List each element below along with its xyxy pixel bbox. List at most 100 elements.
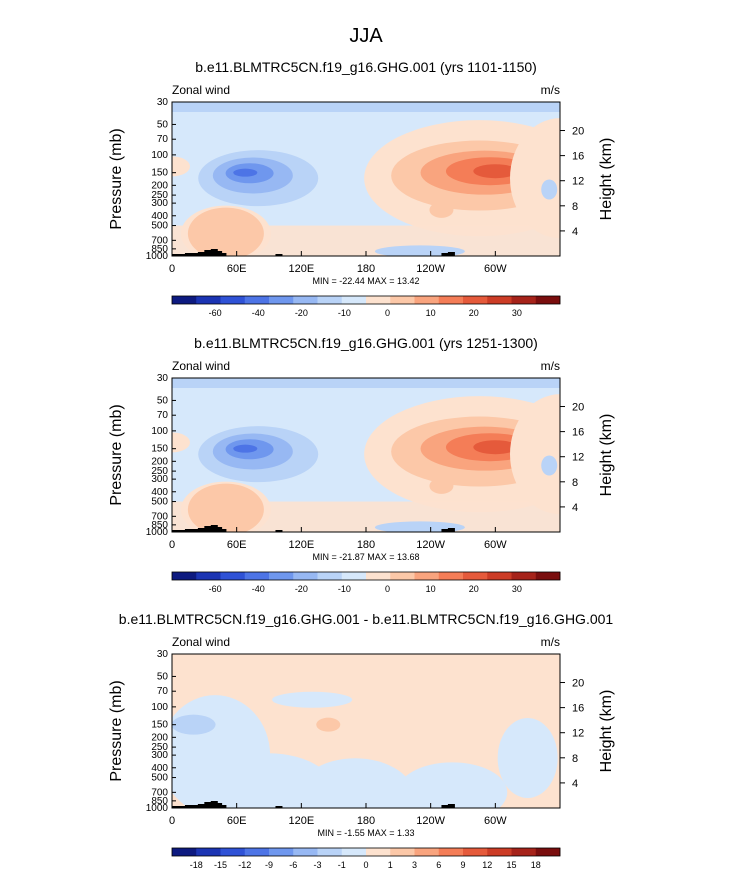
y-right-tick-label: 4 [572,502,578,514]
colorbar-cell [414,572,440,580]
colorbar-cell [487,572,512,580]
colorbar-label: -9 [265,860,273,870]
x-tick-label: 60E [227,539,247,551]
y-tick-label: 1000 [146,803,169,814]
topography-bar [172,530,224,532]
colorbar-label: 6 [436,860,441,870]
colorbar-cell [535,296,561,304]
colorbar-label: 9 [460,860,465,870]
colorbar-label: -40 [252,308,265,318]
topography-bar [441,529,449,532]
topography [172,249,455,256]
y-tick-label: 500 [151,221,168,232]
units-label: m/s [541,359,560,373]
y-tick-label: 70 [157,686,169,697]
colorbar-cell [511,296,537,304]
x-tick-label: 180 [357,263,375,275]
topography-bar [204,526,212,532]
y-tick-label: 400 [151,763,168,774]
y-tick-label: 50 [157,119,169,130]
contour-fill [510,394,560,515]
y-tick-label: 500 [151,773,168,784]
colorbar-cell [463,848,488,856]
contour-field [172,654,560,808]
y-right-tick-label: 16 [572,427,584,439]
y-tick-label: 70 [157,134,169,145]
x-tick-label: 120W [416,815,445,827]
colorbar-cell [438,848,464,856]
y-right-tick-label: 12 [572,728,584,740]
colorbar-label: 20 [469,584,479,594]
colorbar-label: 0 [385,308,390,318]
contour-fill [172,102,560,112]
topography-bar [172,254,224,256]
y-tick-label: 30 [157,373,169,384]
y-tick-label: 250 [151,742,168,753]
figure-title: JJA [349,25,383,47]
colorbar-label: -60 [209,584,222,594]
colorbar-cell [390,572,415,580]
contour-fill [473,164,518,179]
x-tick-label: 60E [227,815,247,827]
contour-field [172,102,560,256]
contour-fill [172,156,190,177]
y-tick-label: 300 [151,750,168,761]
y-right-tick-label: 20 [572,402,584,414]
contour-fill [510,118,560,239]
y-axis-label: Pressure (mb) [108,680,125,781]
y-right-tick-label: 4 [572,226,578,238]
colorbar-cell [341,572,367,580]
y-tick-label: 850 [151,244,168,255]
topography-bar [215,251,223,256]
contour-fill [172,432,190,453]
y-tick-label: 1000 [146,527,169,538]
colorbar-label: 3 [412,860,417,870]
colorbar-label: 12 [482,860,492,870]
y-right-tick-label: 16 [572,703,584,715]
topography [172,801,455,808]
contour-fill [497,717,558,798]
topography-bar [215,803,223,808]
colorbar-cell [366,296,391,304]
contour-fill [172,378,560,388]
y-tick-label: 400 [151,211,168,222]
y-tick-label: 150 [151,444,168,455]
topography-bar [210,525,218,532]
colorbar-label: -10 [338,308,351,318]
colorbar-cell [341,848,367,856]
topography-bar [447,804,455,808]
y-right-tick-label: 12 [572,176,584,188]
colorbar-cell [172,572,197,580]
x-tick-label: 0 [169,815,175,827]
colorbar-cell [220,848,246,856]
colorbar-label: -6 [289,860,297,870]
y-right-tick-label: 20 [572,126,584,138]
left-label: Zonal wind [172,635,230,649]
y-right-tick-label: 20 [572,678,584,690]
colorbar-cell [317,572,343,580]
y-right-tick-label: 8 [572,753,578,765]
colorbar-cell [390,848,415,856]
colorbar-cell [244,848,270,856]
y-right-tick-label: 8 [572,477,578,489]
contour-fill [272,691,353,708]
colorbar-label: -10 [338,584,351,594]
colorbar: -18 -15 -12 -9 -6 -3 -1 0 1 3 6 9 12 15 18 [171,847,561,870]
colorbar-cell [244,296,270,304]
stats-label: MIN = -22.44 MAX = 13.42 [312,276,419,286]
y-tick-label: 300 [151,474,168,485]
y-tick-label: 1000 [146,251,169,262]
x-tick-label: 0 [169,539,175,551]
colorbar-cell [535,848,561,856]
contour-fill [187,207,264,256]
y-tick-label: 100 [151,702,168,713]
y-tick-label: 700 [151,235,168,246]
colorbar-frame [171,847,561,857]
colorbar-cell [317,296,343,304]
topography-bar [275,806,283,808]
colorbar-cell [220,296,246,304]
colorbar-cell [172,296,197,304]
y-tick-label: 400 [151,487,168,498]
topography-bar [204,802,212,808]
x-tick-label: 60W [484,539,507,551]
